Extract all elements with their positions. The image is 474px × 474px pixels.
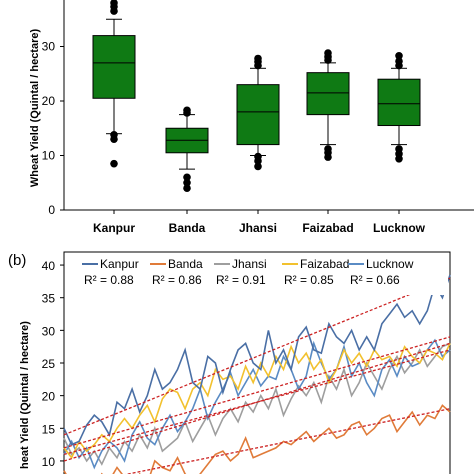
- trend-line-banda: [125, 408, 451, 474]
- time-series-y-ticks: 10 15 20 25 30 35 40: [42, 259, 64, 469]
- outlier-point: [395, 51, 403, 60]
- outlier-point: [324, 49, 332, 57]
- y-tick-label: 30: [42, 324, 56, 338]
- outlier-point: [110, 0, 118, 7]
- time-series-axes: [63, 251, 451, 474]
- legend: Kanpur R² = 0.88 Banda R² = 0.86 Jhansi R² = …: [80, 255, 448, 295]
- box-iqr: [377, 78, 421, 127]
- plot-frame: [63, 251, 451, 474]
- outlier-point: [183, 106, 191, 115]
- series-line-banda: [63, 404, 451, 474]
- legend-item-jhansi: Jhansi R² = 0.91: [214, 257, 267, 287]
- series-line-faizabad: [63, 343, 451, 460]
- box-iqr: [92, 35, 136, 99]
- r-squared-label: R² = 0.66: [350, 273, 400, 287]
- legend-label: Faizabad: [300, 257, 349, 271]
- outlier-point: [395, 57, 403, 66]
- outlier-point: [254, 152, 262, 161]
- legend-label: Jhansi: [232, 257, 267, 271]
- r-squared-label: R² = 0.91: [216, 273, 266, 287]
- y-tick-label: 40: [42, 259, 56, 273]
- time-series-y-axis-label: heat Yield (Quintal / hectare): [19, 321, 31, 469]
- outlier-point: [183, 173, 191, 182]
- trend-line-kanpur: [63, 277, 451, 436]
- time-series-lines: [63, 274, 451, 474]
- box-plot-y-axis-label: Wheat Yield (Quintal / hectare): [29, 29, 41, 188]
- outlier-point: [254, 162, 262, 171]
- series-line-kanpur: [63, 274, 451, 446]
- box-banda: [165, 106, 209, 192]
- box-plot-x-tick-label: Banda: [169, 221, 206, 235]
- box-plot-x-ticks: Kanpur Banda Jhansi Faizabad Lucknow: [93, 210, 426, 235]
- box-plot-x-tick-label: Lucknow: [373, 221, 426, 235]
- box-plot-x-tick-label: Faizabad: [302, 221, 353, 235]
- box-plot-y-ticks: 0 10 20 30: [42, 40, 64, 217]
- y-tick-label: 10: [42, 455, 56, 469]
- box-plot-x-tick-label: Jhansi: [239, 221, 277, 235]
- trend-lines: [63, 277, 451, 474]
- legend-item-banda: Banda R² = 0.86: [150, 257, 203, 287]
- legend-background: [80, 255, 448, 295]
- outlier-point: [395, 145, 403, 153]
- outlier-point: [254, 54, 262, 63]
- box-plot-x-tick-label: Kanpur: [93, 221, 135, 235]
- y-tick-label: 15: [42, 422, 56, 436]
- box-plot-axes: [63, 0, 474, 211]
- legend-label: Kanpur: [100, 257, 139, 271]
- box-iqr: [306, 72, 350, 116]
- box-jhansi: [236, 54, 280, 171]
- outlier-point: [183, 184, 191, 192]
- legend-item-faizabad: Faizabad R² = 0.85: [282, 257, 349, 287]
- trend-line-lucknow: [63, 349, 451, 456]
- r-squared-label: R² = 0.88: [84, 273, 134, 287]
- legend-item-kanpur: Kanpur R² = 0.88: [82, 257, 139, 287]
- outlier-point: [324, 145, 332, 153]
- y-tick-label: 25: [42, 357, 56, 371]
- y-tick-label: 20: [42, 390, 56, 404]
- box-faizabad: [306, 49, 350, 161]
- series-line-lucknow: [63, 338, 451, 470]
- box-plot-y-tick-label: 20: [42, 94, 56, 108]
- legend-item-lucknow: Lucknow R² = 0.66: [348, 257, 414, 287]
- box-plot-y-tick-label: 0: [48, 203, 55, 217]
- outlier-point: [110, 130, 118, 139]
- r-squared-label: R² = 0.85: [284, 273, 334, 287]
- panel-b-label: (b): [8, 252, 26, 269]
- legend-label: Lucknow: [366, 257, 414, 271]
- box-iqr: [236, 84, 280, 146]
- y-tick-label: 35: [42, 292, 56, 306]
- legend-label: Banda: [168, 257, 203, 271]
- outlier-point: [110, 159, 118, 168]
- box-plot-y-tick-label: 10: [42, 149, 56, 163]
- r-squared-label: R² = 0.86: [152, 273, 202, 287]
- box-kanpur: [92, 0, 136, 168]
- time-series-panel: (b) heat Yield (Quintal / hectare) 10 15 2…: [8, 251, 451, 474]
- trend-line-jhansi: [63, 342, 451, 462]
- trend-line-faizabad: [63, 336, 451, 449]
- outlier-point: [183, 178, 191, 187]
- box-plot-boxes: [92, 0, 421, 192]
- box-plot-panel: Wheat Yield (Quintal / hectare) 0102030 …: [29, 0, 474, 235]
- box-lucknow: [377, 51, 421, 163]
- box-plot-y-tick-label: 30: [42, 40, 56, 54]
